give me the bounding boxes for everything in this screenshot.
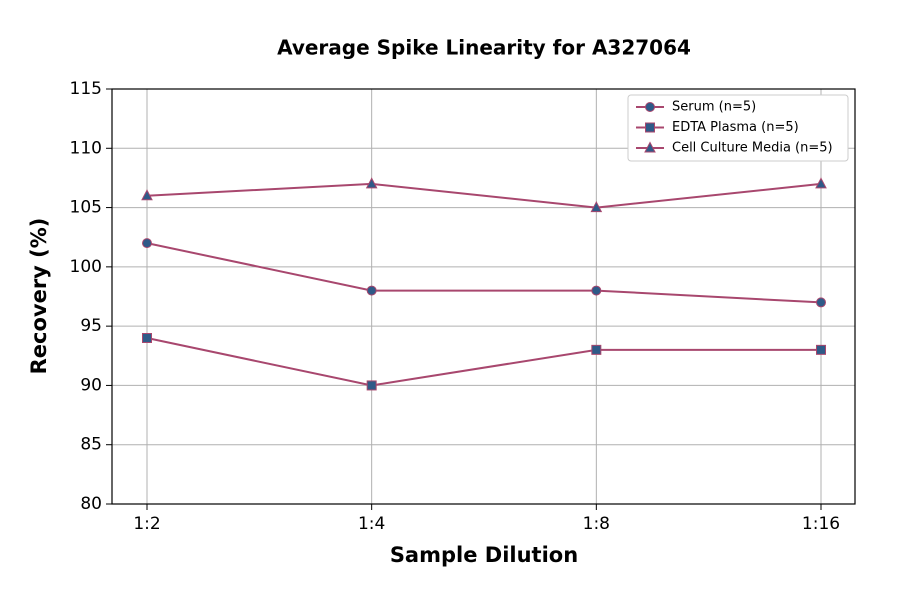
y-tick-label: 115: [70, 79, 102, 99]
marker: [816, 344, 826, 355]
x-tick-label: 1:16: [802, 514, 840, 534]
marker: [645, 122, 655, 133]
legend-box: [627, 94, 849, 162]
series-line: [146, 337, 821, 387]
marker: [365, 177, 378, 189]
series-line: [146, 242, 822, 304]
marker: [366, 380, 377, 391]
y-tick-label: 100: [70, 257, 102, 277]
y-tick-label: 80: [80, 494, 102, 514]
x-axis-label: Sample Dilution: [390, 543, 578, 567]
marker: [591, 344, 602, 355]
marker: [366, 285, 377, 296]
marker: [644, 141, 656, 153]
y-axis-label: Recovery (%): [27, 218, 51, 375]
marker: [590, 200, 603, 213]
legend-label: Serum (n=5): [672, 100, 756, 115]
y-tick-label: 110: [70, 138, 102, 158]
plot-frame: [111, 88, 856, 505]
marker: [591, 285, 602, 296]
y-tick-label: 105: [70, 198, 102, 218]
x-tick-label: 1:8: [583, 514, 610, 534]
series-line: [146, 182, 822, 209]
marker: [141, 189, 153, 201]
marker: [645, 102, 655, 112]
marker: [816, 297, 826, 308]
legend-label: Cell Culture Media (n=5): [672, 141, 833, 156]
x-tick-label: 1:2: [133, 514, 160, 534]
legend-label: EDTA Plasma (n=5): [672, 120, 799, 135]
marker: [142, 238, 152, 249]
y-tick-label: 85: [80, 435, 102, 455]
y-tick-label: 90: [80, 375, 102, 395]
x-tick-label: 1:4: [358, 514, 385, 534]
marker: [815, 177, 827, 189]
y-tick-label: 95: [80, 316, 102, 336]
marker: [142, 333, 152, 343]
chart-title: Average Spike Linearity for A327064: [277, 36, 691, 60]
